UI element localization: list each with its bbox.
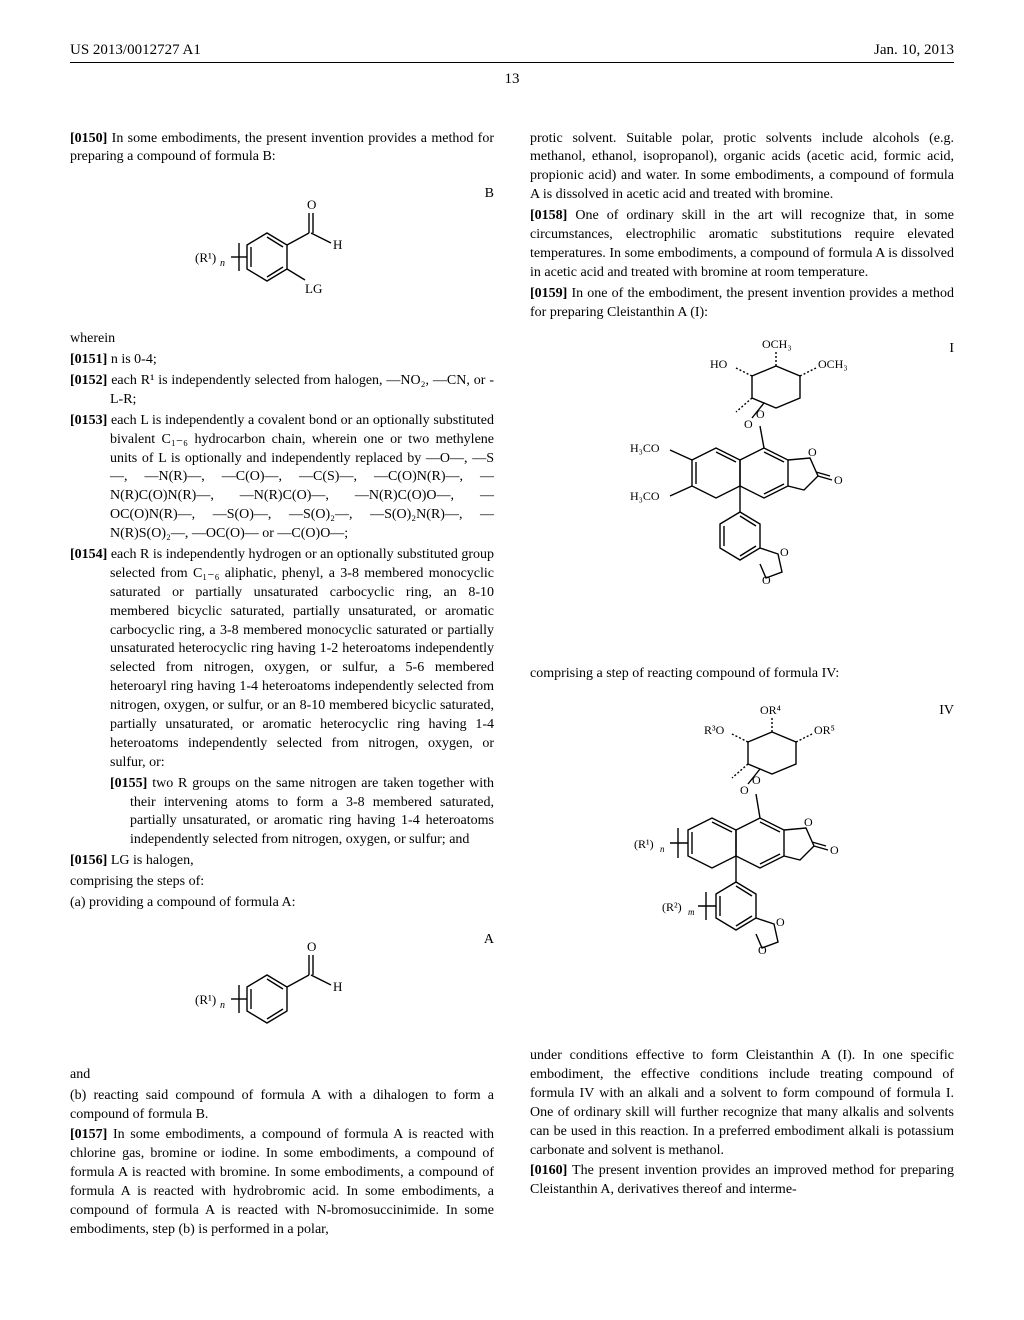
svg-text:O: O [762, 573, 771, 587]
comprising-steps: comprising the steps of: [70, 873, 494, 892]
para-text: In one of the embodiment, the present in… [530, 286, 954, 320]
para-num: [0153] [70, 413, 107, 428]
para-0155: [0155] two R groups on the same nitrogen… [70, 775, 494, 851]
formula-A-svg: (R¹) n O H [187, 931, 377, 1041]
svg-text:OR⁵: OR⁵ [814, 723, 835, 737]
svg-text:O: O [307, 197, 316, 212]
para-text: two R groups on the same nitrogen are ta… [130, 776, 494, 848]
svg-text:H₃CO: H₃CO [630, 441, 660, 455]
svg-text:m: m [688, 907, 695, 917]
para-text: each R is independently hydrogen or an o… [107, 547, 494, 770]
para-0154: [0154] each R is independently hydrogen … [70, 546, 494, 773]
wherein: wherein [70, 330, 494, 349]
formula-I-figure: I [530, 340, 954, 647]
formula-B-figure: B [70, 185, 494, 312]
para-num: [0152] [70, 373, 107, 388]
comprising2: comprising a step of reacting compound o… [530, 665, 954, 684]
svg-text:HO: HO [710, 357, 728, 371]
svg-text:O: O [307, 939, 316, 954]
svg-text:O: O [808, 445, 817, 459]
svg-text:O: O [830, 843, 839, 857]
formula-B-svg: (R¹) n O H LG [187, 185, 377, 305]
and-text: and [70, 1066, 494, 1085]
patent-date: Jan. 10, 2013 [874, 40, 954, 60]
para-0152: [0152] each R¹ is independently selected… [70, 372, 494, 410]
para-num: [0154] [70, 547, 107, 562]
para-0150: [0150] In some embodiments, the present … [70, 130, 494, 168]
formula-label-IV: IV [939, 702, 954, 721]
svg-text:O: O [758, 943, 767, 957]
svg-text:OR⁴: OR⁴ [760, 703, 781, 717]
para-text: each R¹ is independently selected from h… [107, 373, 494, 407]
svg-text:(R¹): (R¹) [195, 992, 216, 1007]
para-0153: [0153] each L is independently a covalen… [70, 412, 494, 544]
formula-I-svg: OCH₃ HO OCH₃ O O H₃CO H₃CO O O O O [612, 340, 872, 640]
svg-text:H: H [333, 979, 342, 994]
right-column: protic solvent. Suitable polar, protic s… [530, 130, 954, 1242]
svg-text:n: n [220, 258, 225, 269]
svg-text:O: O [744, 417, 753, 431]
para-text: One of ordinary skill in the art will re… [530, 208, 954, 280]
formula-label-I: I [949, 340, 954, 359]
para-text: LG is halogen, [107, 853, 193, 868]
patent-page: US 2013/0012727 A1 Jan. 10, 2013 13 [015… [0, 0, 1024, 1282]
patent-number: US 2013/0012727 A1 [70, 40, 201, 60]
para-0157: [0157] In some embodiments, a compound o… [70, 1126, 494, 1239]
formula-IV-figure: IV [530, 702, 954, 1029]
para-text: In some embodiments, the present inventi… [70, 131, 494, 165]
para-0151: [0151] n is 0-4; [70, 351, 494, 370]
para-text: In some embodiments, a compound of formu… [70, 1127, 494, 1236]
para-num: [0159] [530, 286, 567, 301]
left-column: [0150] In some embodiments, the present … [70, 130, 494, 1242]
svg-text:H: H [333, 237, 342, 252]
svg-text:O: O [740, 783, 749, 797]
svg-text:O: O [804, 815, 813, 829]
formula-label-A: A [484, 931, 494, 950]
svg-text:R³O: R³O [704, 723, 725, 737]
formula-A-figure: A (R¹) n [70, 931, 494, 1048]
formula-label-B: B [485, 185, 494, 204]
svg-text:(R¹): (R¹) [634, 837, 654, 851]
para-num: [0158] [530, 208, 567, 223]
para-num: [0160] [530, 1163, 567, 1178]
svg-text:O: O [834, 473, 843, 487]
para-text: n is 0-4; [107, 352, 156, 367]
svg-text:OCH₃: OCH₃ [762, 340, 792, 351]
svg-text:LG: LG [305, 281, 322, 296]
para-num: [0155] [110, 776, 147, 791]
svg-text:(R¹): (R¹) [195, 250, 216, 265]
svg-text:O: O [756, 407, 765, 421]
svg-text:O: O [776, 915, 785, 929]
step-a: (a) providing a compound of formula A: [70, 894, 494, 913]
page-number: 13 [70, 69, 954, 89]
para-0156: [0156] LG is halogen, [70, 852, 494, 871]
para-num: [0157] [70, 1127, 107, 1142]
svg-text:n: n [220, 1000, 225, 1011]
para-text: The present invention provides an improv… [530, 1163, 954, 1197]
para-num: [0151] [70, 352, 107, 367]
svg-text:O: O [752, 773, 761, 787]
svg-text:(R²): (R²) [662, 900, 682, 914]
para-0160: [0160] The present invention provides an… [530, 1162, 954, 1200]
para-0159: [0159] In one of the embodiment, the pre… [530, 285, 954, 323]
step-b: (b) reacting said compound of formula A … [70, 1087, 494, 1125]
svg-text:n: n [660, 844, 665, 854]
para-num: [0156] [70, 853, 107, 868]
two-column-body: [0150] In some embodiments, the present … [70, 130, 954, 1242]
para-0157-cont: protic solvent. Suitable polar, protic s… [530, 130, 954, 206]
para-text: each L is independently a covalent bond … [107, 413, 494, 541]
svg-text:OCH₃: OCH₃ [818, 357, 848, 371]
svg-text:H₃CO: H₃CO [630, 489, 660, 503]
para-num: [0150] [70, 131, 107, 146]
para-0158: [0158] One of ordinary skill in the art … [530, 207, 954, 283]
page-header: US 2013/0012727 A1 Jan. 10, 2013 [70, 40, 954, 63]
svg-text:O: O [780, 545, 789, 559]
formula-IV-svg: OR⁴ R³O OR⁵ O O (R¹) n O O (R²) m O O [612, 702, 872, 1022]
para-0159-end: under conditions effective to form Cleis… [530, 1047, 954, 1160]
